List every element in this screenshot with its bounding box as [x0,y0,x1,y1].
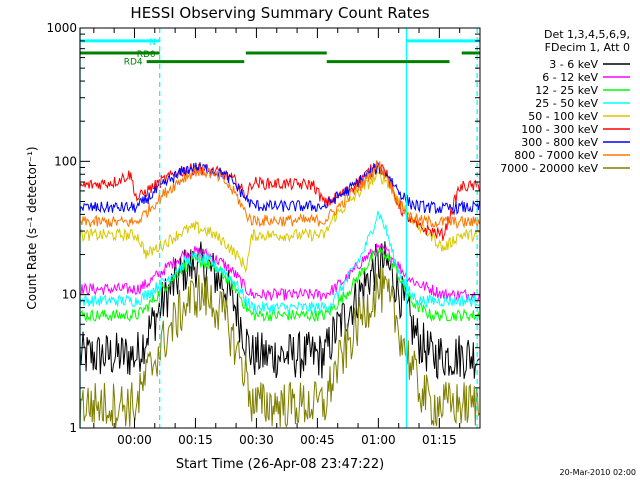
legend-entry-label: 6 - 12 keV [542,71,598,84]
series-line-5 [80,169,480,274]
x-tick-label: 00:15 [178,433,213,447]
legend-entry-label: 300 - 800 keV [521,136,598,149]
series-line-9 [80,266,480,428]
plot-frame [79,27,481,429]
legend-header-line: Det 1,3,4,5,6,9, [544,28,630,41]
legend: Det 1,3,4,5,6,9,FDecim 1, Att 0 3 - 6 keV… [500,28,630,175]
legend-entry-label: 3 - 6 keV [549,58,598,71]
series-line-7 [80,162,480,216]
x-axis-label: Start Time (26-Apr-08 23:47:22) [176,457,384,472]
legend-entry-label: 800 - 7000 keV [514,149,598,162]
legend-entry-label: 25 - 50 keV [535,97,598,110]
status-bar-label-n: N [149,38,156,48]
x-tick-label: 00:00 [117,433,152,447]
x-tick-label: 01:15 [422,433,457,447]
legend-entry-label: 100 - 300 keV [521,123,598,136]
x-tick-label: 00:45 [300,433,335,447]
series-line-8 [80,161,480,230]
y-tick-label: 1 [69,421,77,435]
series-line-2 [80,242,480,302]
timestamp-label: 20-Mar-2010 02:00 [560,468,637,477]
legend-entry-label: 50 - 100 keV [528,110,598,123]
series-line-4 [80,210,480,315]
legend-entry-label: 12 - 25 keV [535,84,598,97]
x-tick-label: 01:00 [361,433,396,447]
y-tick-label: 100 [54,154,77,168]
series-line-3 [80,247,480,323]
y-axis-label: Count Rate (s⁻¹ detector⁻¹) [25,146,39,309]
chart-title: HESSI Observing Summary Count Rates [130,4,429,22]
legend-header-line: FDecim 1, Att 0 [545,41,630,54]
y-tick-label: 10 [62,288,77,302]
series-line-1 [80,241,480,380]
x-tick-label: 00:30 [239,433,274,447]
y-tick-label: 1000 [46,21,77,35]
legend-entry-label: 7000 - 20000 keV [500,162,598,175]
status-bar-label-rd4: RD4 [124,58,143,68]
status-bar-label-rd0: RD0 [137,50,156,60]
series-group [80,160,480,428]
